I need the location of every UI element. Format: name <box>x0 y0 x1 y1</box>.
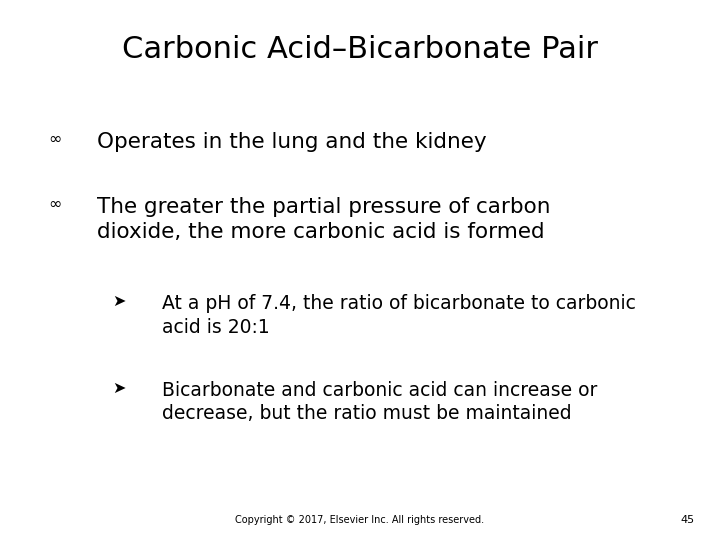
Text: Copyright © 2017, Elsevier Inc. All rights reserved.: Copyright © 2017, Elsevier Inc. All righ… <box>235 515 485 525</box>
Text: The greater the partial pressure of carbon
dioxide, the more carbonic acid is fo: The greater the partial pressure of carb… <box>97 197 551 242</box>
Text: Carbonic Acid–Bicarbonate Pair: Carbonic Acid–Bicarbonate Pair <box>122 35 598 64</box>
Text: ∞: ∞ <box>48 132 61 147</box>
Text: At a pH of 7.4, the ratio of bicarbonate to carbonic
acid is 20:1: At a pH of 7.4, the ratio of bicarbonate… <box>162 294 636 337</box>
Text: ∞: ∞ <box>48 197 61 212</box>
Text: Operates in the lung and the kidney: Operates in the lung and the kidney <box>97 132 487 152</box>
Text: ➤: ➤ <box>112 294 126 309</box>
Text: 45: 45 <box>680 515 695 525</box>
Text: ➤: ➤ <box>112 381 126 396</box>
Text: Bicarbonate and carbonic acid can increase or
decrease, but the ratio must be ma: Bicarbonate and carbonic acid can increa… <box>162 381 598 423</box>
